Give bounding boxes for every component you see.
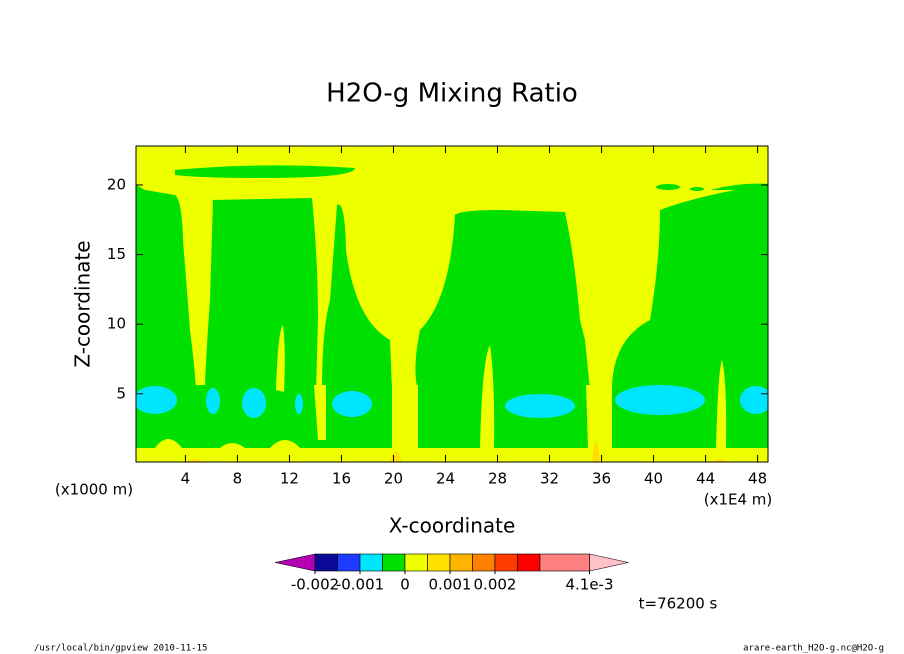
- contour-region: [322, 204, 392, 390]
- x-tick-label: 24: [436, 470, 455, 488]
- contour-region: [136, 386, 177, 414]
- time-label: t=76200 s: [639, 595, 718, 613]
- footer: arare-earth_H2O-g.nc@H2O-g: [743, 644, 884, 654]
- colorbar-box: [382, 553, 406, 572]
- contour-region: [276, 325, 285, 392]
- contour-region: [740, 386, 768, 414]
- x-tick-label: 16: [332, 470, 351, 488]
- colorbar-tick-label: 0.002: [474, 576, 517, 594]
- contour-region: [586, 385, 612, 448]
- colorbar-box: [404, 553, 428, 572]
- contour-region: [136, 185, 196, 390]
- colorbar-tick-label: -0.002: [291, 576, 339, 594]
- chart-title: H2O-g Mixing Ratio: [326, 79, 578, 109]
- x-tick-label: 40: [644, 470, 663, 488]
- y-tick-label: 20: [107, 175, 126, 193]
- contour-region: [295, 394, 303, 414]
- x-unit: (x1E4 m): [704, 491, 773, 509]
- contour-region: [716, 360, 727, 448]
- colorbar-box: [314, 553, 338, 572]
- x-tick-label: 8: [233, 470, 243, 488]
- contour-field: [136, 146, 768, 462]
- colorbar-box: [517, 553, 541, 572]
- y-tick-label: 10: [107, 315, 126, 333]
- contour-region: [505, 394, 575, 418]
- x-tick-label: 20: [384, 470, 403, 488]
- contour-region: [656, 184, 680, 190]
- colorbar-box: [494, 553, 518, 572]
- contour-region: [612, 185, 768, 390]
- y-tick-label: 5: [116, 384, 126, 402]
- footer: /usr/local/bin/gpview 2010-11-15: [34, 644, 207, 654]
- colorbar-tick-label: 0: [400, 576, 410, 594]
- x-unit: (x1000 m): [55, 481, 133, 499]
- contour-region: [392, 385, 418, 448]
- colorbar-tick-label: 4.1e-3: [565, 576, 613, 594]
- colorbar-box: [359, 553, 383, 572]
- contour-region: [187, 459, 203, 462]
- contour-region: [714, 459, 726, 462]
- x-tick-label: 48: [748, 470, 767, 488]
- x-tick-label: 44: [696, 470, 715, 488]
- colorbar-box: [337, 553, 361, 572]
- contour-region: [690, 187, 704, 191]
- x-tick-label: 36: [592, 470, 611, 488]
- contour-region: [314, 385, 326, 440]
- contour-region: [242, 388, 266, 418]
- contour-region: [205, 198, 318, 390]
- colorbar-box: [539, 553, 590, 572]
- contour-region: [332, 391, 372, 417]
- x-axis-label: X-coordinate: [389, 514, 516, 538]
- x-tick-label: 4: [181, 470, 191, 488]
- colorbar-box: [427, 553, 451, 572]
- y-axis-label: Z-coordinate: [71, 240, 95, 367]
- colorbar-over: [589, 553, 629, 572]
- plot-frame: [135, 145, 769, 463]
- contour-region: [480, 345, 495, 448]
- colorbar-under: [274, 553, 316, 572]
- colorbar-tick-label: -0.001: [336, 576, 384, 594]
- y-tick-label: 15: [107, 245, 126, 263]
- contour-region: [206, 388, 220, 414]
- contour-region: [175, 165, 355, 178]
- x-tick-label: 28: [488, 470, 507, 488]
- contour-region: [710, 183, 768, 190]
- x-tick-label: 12: [280, 470, 299, 488]
- contour-region: [615, 385, 705, 415]
- colorbar-tick-label: 0.001: [429, 576, 472, 594]
- x-tick-label: 32: [540, 470, 559, 488]
- colorbar-box: [472, 553, 496, 572]
- contour-region: [415, 210, 590, 390]
- colorbar-box: [449, 553, 473, 572]
- contour-region: [592, 441, 600, 462]
